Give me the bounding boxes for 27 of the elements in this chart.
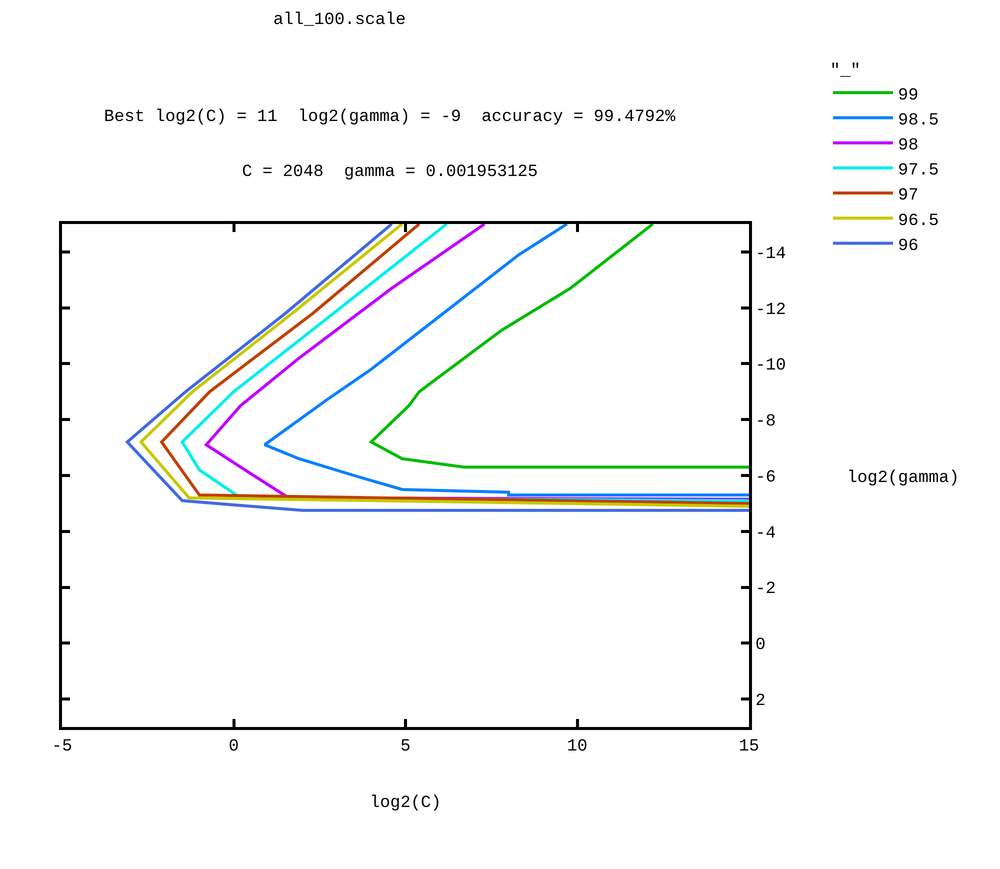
legend-label: 96 [898,236,918,256]
legend-label: 96.5 [898,212,939,231]
x-tick-label: -5 [52,737,72,756]
y-tick-label: -8 [755,412,776,432]
x-tick-label: 15 [738,737,760,756]
legend-label: 97 [898,186,918,206]
y-axis-title: log2(gamma) [847,469,960,488]
y-tick-label: -12 [755,300,786,320]
legend-label: 97.5 [898,162,939,181]
y-tick-label: -4 [755,524,776,544]
y-tick-label: 0 [755,636,766,656]
x-axis-title: log2(C) [370,794,442,813]
legend-label: 98 [898,136,918,156]
x-tick-label: 10 [567,737,588,756]
legend-label: 98.5 [898,111,939,130]
y-tick-label: -14 [755,244,786,264]
x-tick-label: 5 [400,737,411,756]
y-tick-label: -2 [755,580,776,600]
y-tick-label: 2 [755,692,766,712]
line-series [370,224,749,469]
legend-title: "_" [830,62,861,82]
legend-label: 99 [898,86,918,106]
y-tick-label: -10 [755,356,786,376]
y-tick-label: -6 [755,468,776,488]
x-tick-label: 0 [228,737,239,756]
chart-title: all_100.scale [273,10,406,30]
text: Best log2(C) = 11 log2(gamma) = -9 accuracy = 99.4792% C = 2048 gamma = 0.001953125 [104,108,676,182]
